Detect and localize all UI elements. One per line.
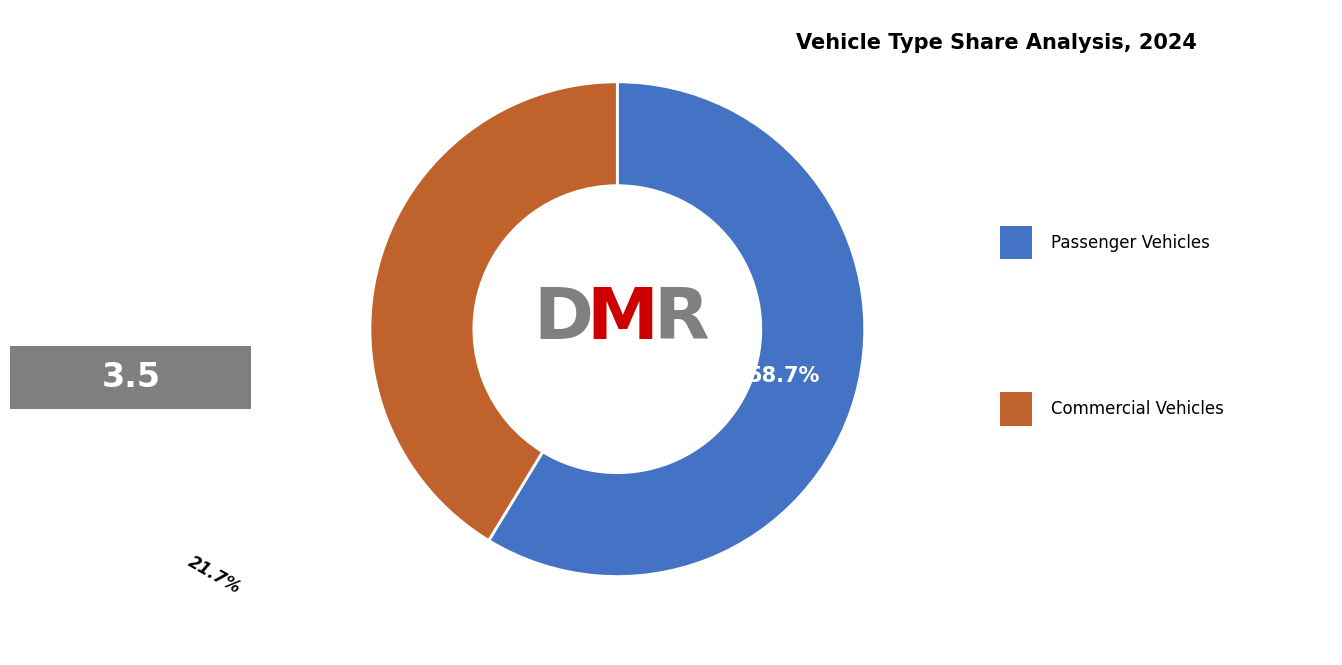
Text: 21.7%: 21.7%: [185, 553, 244, 597]
FancyBboxPatch shape: [11, 346, 251, 409]
Text: M: M: [586, 285, 658, 354]
Text: 3.5: 3.5: [101, 361, 161, 394]
Text: Passenger Vehicles: Passenger Vehicles: [1051, 233, 1210, 252]
Text: D: D: [533, 285, 593, 354]
Bar: [1000, 226, 1032, 259]
Text: Vehicle Type Share Analysis, 2024: Vehicle Type Share Analysis, 2024: [796, 33, 1197, 53]
Text: CAGR
2024-2033: CAGR 2024-2033: [38, 519, 130, 591]
Text: R: R: [654, 285, 710, 354]
Text: Commercial Vehicles: Commercial Vehicles: [1051, 400, 1224, 418]
Text: Global Automotive
Battery Thermal
Management
SystemMarket Size
(USD Billion), 20: Global Automotive Battery Thermal Manage…: [51, 236, 211, 331]
Wedge shape: [488, 82, 864, 577]
Polygon shape: [149, 433, 280, 665]
Bar: [1000, 392, 1032, 426]
Text: Dimension
Market
Research: Dimension Market Research: [52, 47, 209, 132]
Wedge shape: [370, 82, 617, 541]
Text: 58.7%: 58.7%: [747, 366, 820, 386]
